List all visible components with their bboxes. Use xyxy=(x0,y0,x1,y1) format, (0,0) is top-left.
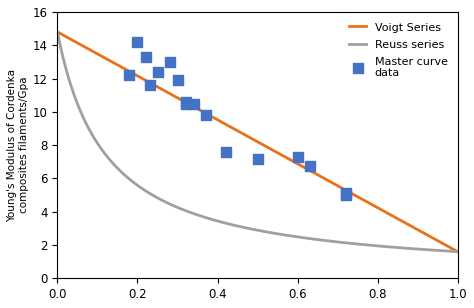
Master curve
data xyxy=(182,101,189,106)
Reuss series xyxy=(293,235,299,238)
Line: Voigt Series: Voigt Series xyxy=(57,32,458,252)
Master curve
data xyxy=(222,149,229,154)
Master curve
data xyxy=(146,83,153,88)
Y-axis label: Young's Modulus of Cordenka
composites filaments/Gpa: Young's Modulus of Cordenka composites f… xyxy=(7,69,28,222)
Master curve
data xyxy=(154,69,161,74)
Reuss series xyxy=(247,227,253,231)
Voigt Series xyxy=(445,245,451,248)
Voigt Series xyxy=(383,210,388,214)
Master curve
data xyxy=(142,55,149,59)
Voigt Series xyxy=(293,161,299,164)
Master curve
data xyxy=(306,164,313,168)
Voigt Series xyxy=(271,149,277,153)
Voigt Series xyxy=(245,135,250,138)
Master curve
data xyxy=(294,154,301,159)
Master curve
data xyxy=(174,78,182,83)
Master curve
data xyxy=(126,73,133,78)
Reuss series xyxy=(245,226,250,230)
Voigt Series xyxy=(247,136,253,140)
Master curve
data xyxy=(134,39,141,44)
Master curve
data xyxy=(166,59,173,64)
Reuss series xyxy=(55,30,60,34)
Reuss series xyxy=(271,231,277,235)
Master curve
data xyxy=(342,191,349,196)
Voigt Series xyxy=(55,30,60,34)
Line: Reuss series: Reuss series xyxy=(57,32,458,252)
Master curve
data xyxy=(342,192,349,197)
Reuss series xyxy=(455,250,461,253)
Master curve
data xyxy=(182,99,189,104)
Voigt Series xyxy=(455,250,461,253)
Master curve
data xyxy=(202,113,210,118)
Reuss series xyxy=(383,245,388,249)
Reuss series xyxy=(445,249,451,253)
Legend: Voigt Series, Reuss series, Master curve
data: Voigt Series, Reuss series, Master curve… xyxy=(345,18,452,83)
Master curve
data xyxy=(190,101,197,106)
Master curve
data xyxy=(254,157,261,162)
